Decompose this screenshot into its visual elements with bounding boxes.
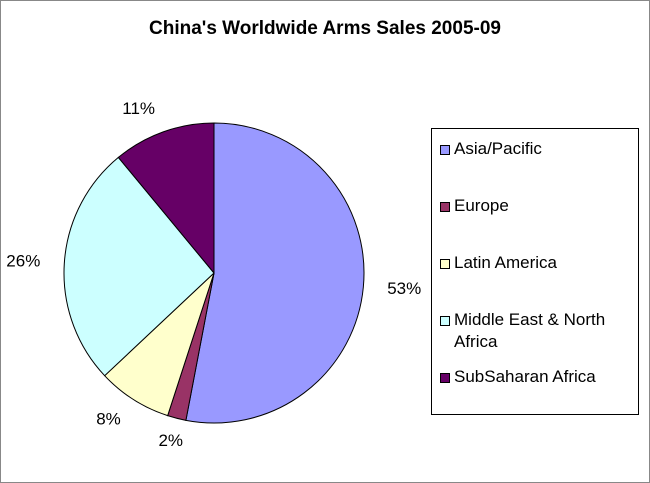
pie-slice <box>185 122 365 424</box>
legend-label: Europe <box>454 196 509 215</box>
data-label: 26% <box>6 252 40 271</box>
data-label: 11% <box>122 99 155 118</box>
data-label: 53% <box>387 279 421 298</box>
legend-swatch <box>440 373 450 383</box>
legend-entry: Europe <box>440 195 636 217</box>
legend-swatch <box>440 202 450 212</box>
legend-label: SubSaharan Africa <box>454 367 596 386</box>
legend: Asia/Pacific Europe Latin America Middle Ea… <box>431 128 639 415</box>
legend-label: Latin America <box>454 253 557 272</box>
legend-swatch <box>440 145 450 155</box>
legend-swatch <box>440 316 450 326</box>
chart-title: China's Worldwide Arms Sales 2005-09 <box>149 18 501 39</box>
pie-slice <box>63 156 215 377</box>
legend-entry: SubSaharan Africa <box>440 366 636 388</box>
pie-slice <box>117 122 215 275</box>
legend-entry: Latin America <box>440 252 636 274</box>
legend-entry: Middle East & North Africa <box>440 309 636 353</box>
data-label: 2% <box>158 431 183 450</box>
legend-label: Middle East & North Africa <box>454 310 606 351</box>
data-label: 8% <box>96 409 121 428</box>
legend-label: Asia/Pacific <box>454 139 542 158</box>
legend-entry: Asia/Pacific <box>440 138 636 160</box>
legend-swatch <box>440 259 450 269</box>
